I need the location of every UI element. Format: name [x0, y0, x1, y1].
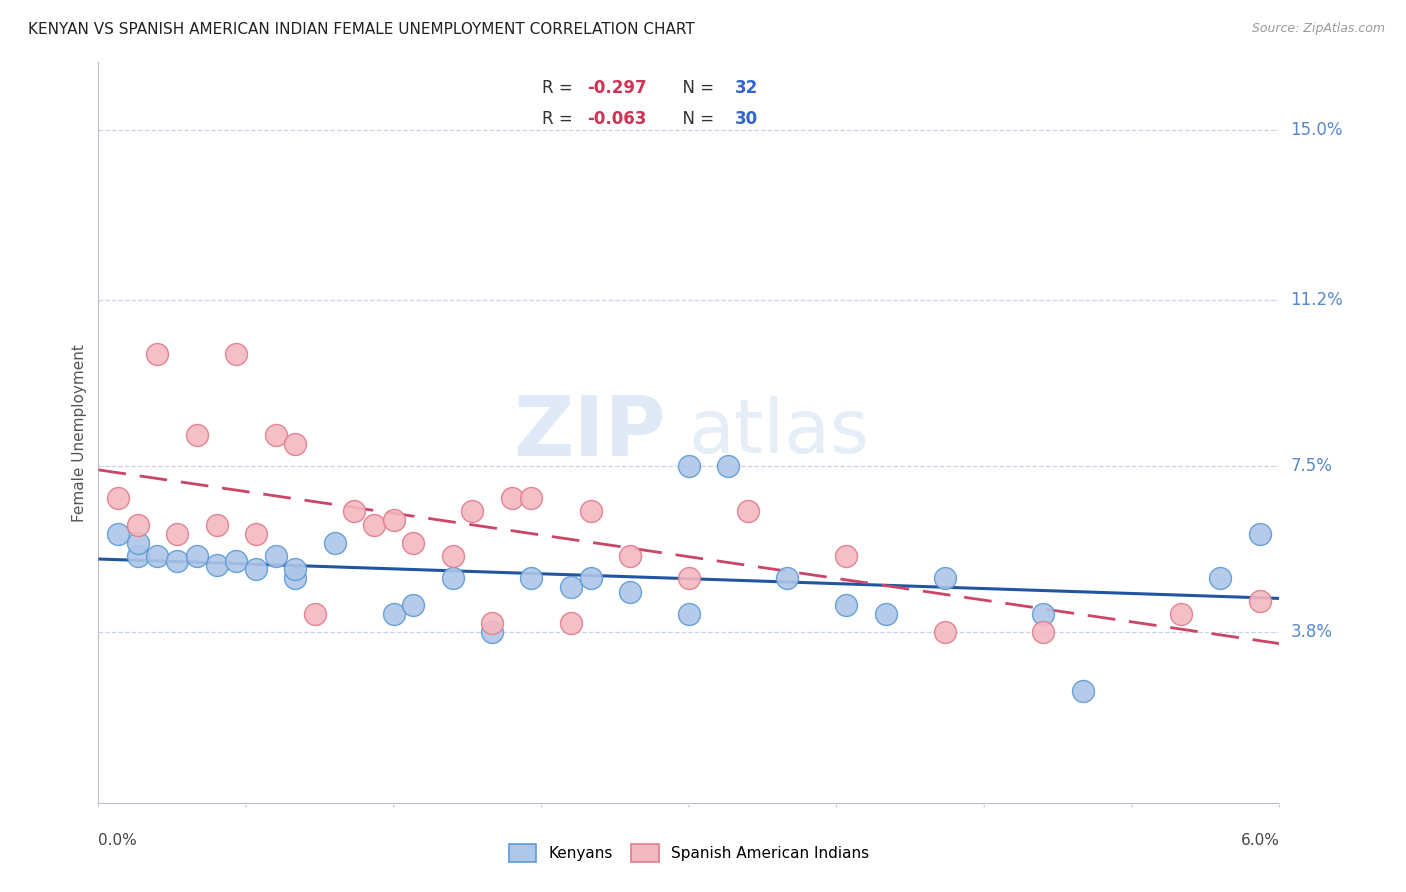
Point — [678, 459, 700, 474]
Point — [1032, 607, 1054, 622]
Point — [186, 428, 208, 442]
Point — [284, 562, 307, 576]
Point — [619, 585, 641, 599]
Point — [934, 571, 956, 585]
Point — [245, 562, 267, 576]
Point — [875, 607, 897, 622]
Text: 7.5%: 7.5% — [1291, 458, 1333, 475]
Text: 3.8%: 3.8% — [1291, 624, 1333, 641]
Point — [225, 347, 247, 361]
Point — [264, 549, 287, 563]
Point — [560, 616, 582, 631]
Point — [934, 625, 956, 640]
Point — [284, 571, 307, 585]
Point — [481, 616, 503, 631]
Point — [835, 599, 858, 613]
Text: ZIP: ZIP — [513, 392, 665, 473]
Text: R =: R = — [541, 78, 578, 96]
Point — [461, 504, 484, 518]
Point — [107, 491, 129, 505]
Point — [678, 607, 700, 622]
Point — [717, 459, 740, 474]
Point — [245, 526, 267, 541]
Text: 0.0%: 0.0% — [98, 833, 138, 848]
Point — [323, 535, 346, 549]
Text: 6.0%: 6.0% — [1240, 833, 1279, 848]
Point — [107, 526, 129, 541]
Text: Source: ZipAtlas.com: Source: ZipAtlas.com — [1251, 22, 1385, 36]
Point — [382, 607, 405, 622]
Text: atlas: atlas — [689, 396, 870, 469]
Point — [146, 549, 169, 563]
Text: N =: N = — [672, 111, 720, 128]
Point — [146, 347, 169, 361]
Point — [127, 549, 149, 563]
Text: KENYAN VS SPANISH AMERICAN INDIAN FEMALE UNEMPLOYMENT CORRELATION CHART: KENYAN VS SPANISH AMERICAN INDIAN FEMALE… — [28, 22, 695, 37]
Point — [166, 526, 188, 541]
Point — [481, 625, 503, 640]
Point — [579, 571, 602, 585]
Point — [225, 553, 247, 567]
Point — [402, 535, 425, 549]
Point — [737, 504, 759, 518]
Point — [363, 517, 385, 532]
Text: 32: 32 — [734, 78, 758, 96]
Point — [441, 571, 464, 585]
Point — [441, 549, 464, 563]
Point — [501, 491, 523, 505]
Point — [520, 491, 543, 505]
Point — [678, 571, 700, 585]
Point — [284, 437, 307, 451]
Point — [1170, 607, 1192, 622]
Point — [304, 607, 326, 622]
Point — [520, 571, 543, 585]
Point — [1209, 571, 1232, 585]
Point — [343, 504, 366, 518]
Text: -0.297: -0.297 — [586, 78, 647, 96]
Point — [186, 549, 208, 563]
Legend: Kenyans, Spanish American Indians: Kenyans, Spanish American Indians — [501, 837, 877, 869]
Text: 15.0%: 15.0% — [1291, 120, 1343, 139]
Text: -0.063: -0.063 — [586, 111, 647, 128]
Y-axis label: Female Unemployment: Female Unemployment — [72, 343, 87, 522]
Text: N =: N = — [672, 78, 720, 96]
Point — [382, 513, 405, 527]
Point — [166, 553, 188, 567]
Text: 30: 30 — [734, 111, 758, 128]
Point — [1249, 594, 1271, 608]
Point — [205, 517, 228, 532]
Text: 11.2%: 11.2% — [1291, 292, 1343, 310]
Point — [835, 549, 858, 563]
Point — [264, 428, 287, 442]
Point — [560, 581, 582, 595]
Point — [205, 558, 228, 572]
Point — [127, 517, 149, 532]
Point — [402, 599, 425, 613]
Point — [1249, 526, 1271, 541]
Point — [127, 535, 149, 549]
Point — [1071, 683, 1094, 698]
Point — [1032, 625, 1054, 640]
Text: R =: R = — [541, 111, 578, 128]
Point — [579, 504, 602, 518]
Point — [619, 549, 641, 563]
Point — [776, 571, 799, 585]
